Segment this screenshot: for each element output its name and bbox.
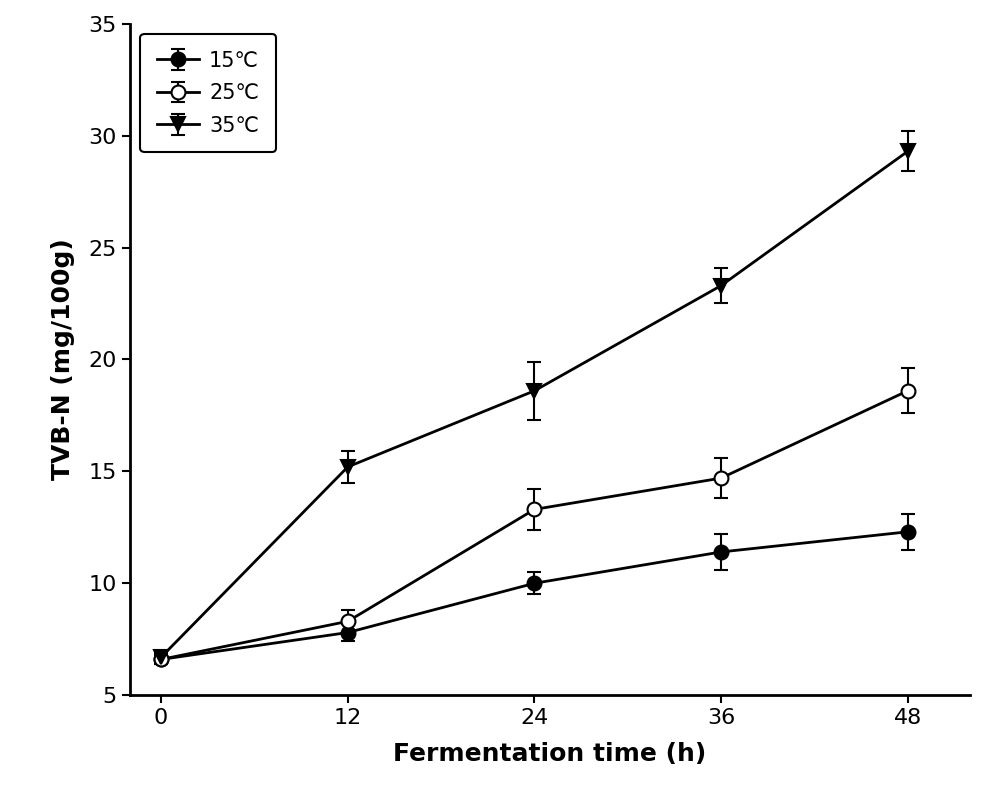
Legend: 15℃, 25℃, 35℃: 15℃, 25℃, 35℃ [140, 34, 276, 152]
Y-axis label: TVB-N (mg/100g): TVB-N (mg/100g) [51, 239, 75, 480]
X-axis label: Fermentation time (h): Fermentation time (h) [393, 743, 707, 766]
